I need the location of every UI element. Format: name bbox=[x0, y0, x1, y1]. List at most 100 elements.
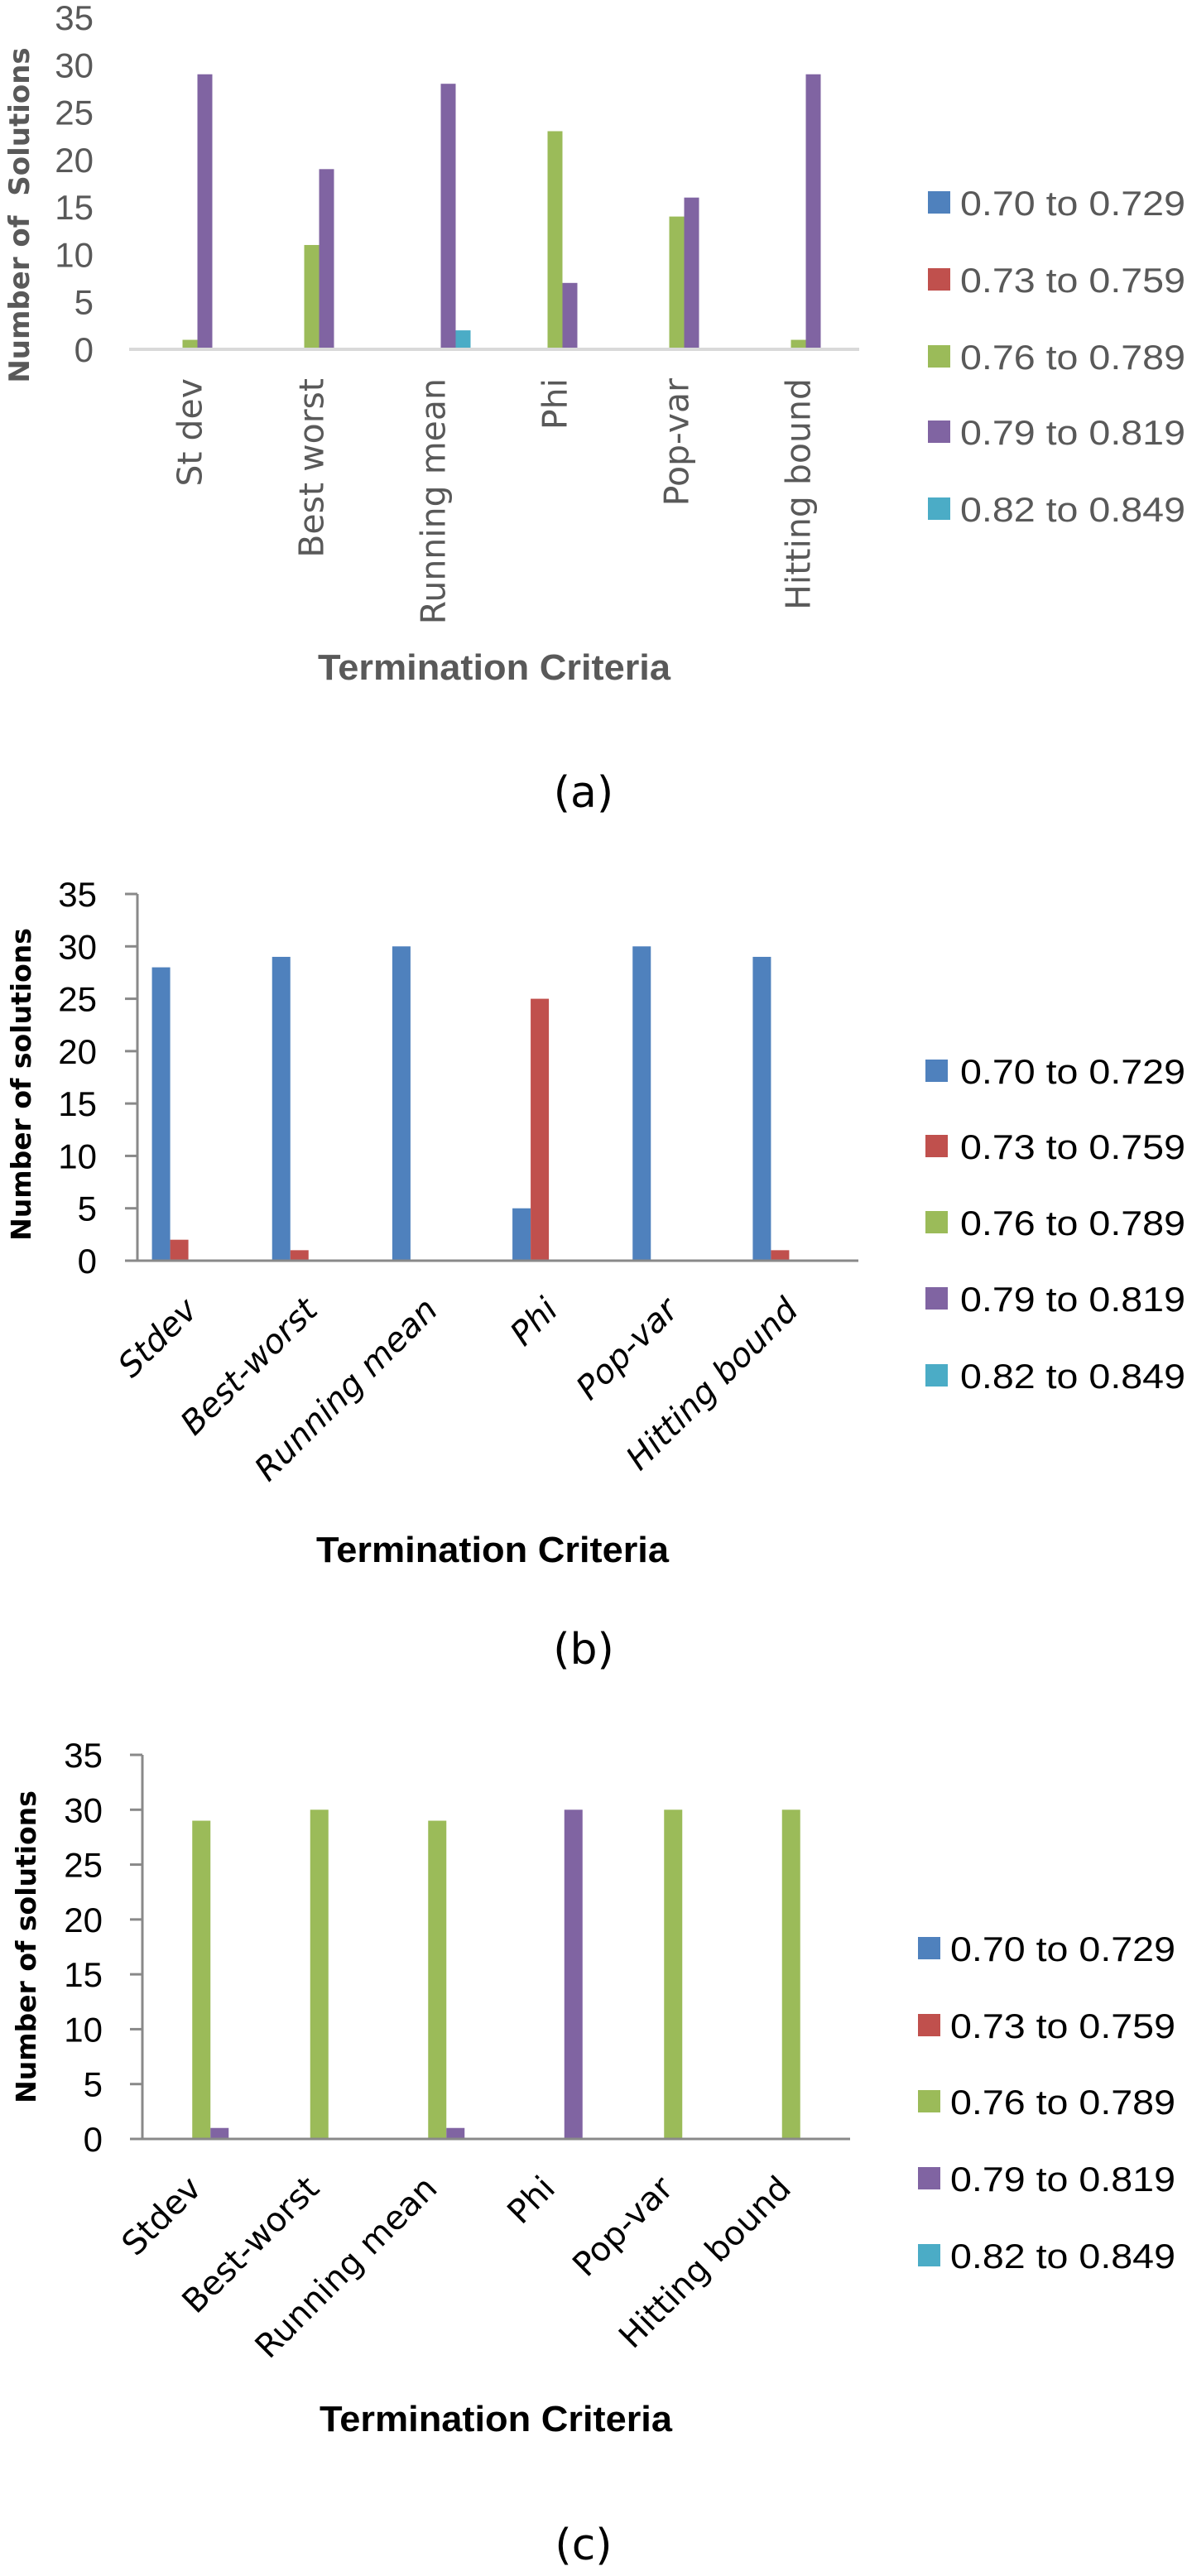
panel-label: (b) bbox=[553, 1625, 614, 1675]
legend-swatch bbox=[918, 2167, 940, 2189]
y-tick-label: 30 bbox=[58, 927, 97, 966]
x-tick-label: Phi bbox=[500, 2170, 562, 2232]
legend-swatch bbox=[925, 1211, 948, 1233]
bar-st-dev-series-3 bbox=[197, 74, 213, 349]
x-axis-title: Termination Criteria bbox=[318, 647, 671, 688]
y-tick-label: 10 bbox=[58, 1137, 97, 1175]
legend-label: 0.76 to 0.789 bbox=[960, 1204, 1185, 1242]
bar-pop-var-series-3 bbox=[684, 197, 699, 349]
y-tick-label: 35 bbox=[64, 1736, 103, 1775]
x-tick-label: Hitting bound bbox=[779, 378, 819, 610]
bar-best-worst-series-3 bbox=[319, 169, 334, 349]
bar-phi-series-3 bbox=[562, 282, 578, 349]
legend-label: 0.82 to 0.849 bbox=[960, 490, 1185, 529]
x-tick-label: Pop-var bbox=[657, 378, 697, 506]
x-tick-label: Stdev bbox=[111, 1290, 206, 1386]
bar-running-mean-series-3 bbox=[446, 2127, 465, 2139]
chart-a: 0 5 10 15 20 25 30 35 St dev Best worst Running me… bbox=[3, 0, 1185, 688]
bar-best-worst-series-0 bbox=[272, 956, 291, 1261]
bar-phi-series-3 bbox=[564, 1809, 583, 2139]
legend-label: 0.73 to 0.759 bbox=[960, 261, 1185, 300]
y-tick-label: 15 bbox=[58, 1084, 97, 1123]
y-tick-label: 30 bbox=[55, 46, 94, 84]
y-tick-label: 25 bbox=[55, 94, 94, 132]
y-tick-label: 20 bbox=[55, 141, 94, 180]
bar-stdev-series-1 bbox=[170, 1239, 189, 1261]
bar-hitting-bound-series-2 bbox=[791, 339, 806, 349]
x-tick-label: Stdev bbox=[115, 2170, 209, 2264]
legend-swatch bbox=[918, 1937, 940, 1959]
y-tick-label: 0 bbox=[74, 330, 94, 369]
y-tick-label: 0 bbox=[84, 2120, 103, 2159]
y-tick-label: 10 bbox=[64, 2010, 103, 2049]
x-tick-label: Best worst bbox=[292, 378, 332, 558]
bar-stdev-series-3 bbox=[210, 2127, 229, 2139]
y-tick-label: 35 bbox=[58, 875, 97, 914]
legend-label: 0.79 to 0.819 bbox=[960, 1280, 1185, 1319]
legend-swatch bbox=[918, 2014, 940, 2036]
bar-stdev-series-0 bbox=[151, 967, 171, 1261]
legend-swatch bbox=[928, 497, 950, 520]
y-tick-label: 5 bbox=[78, 1189, 97, 1228]
bar-phi-series-0 bbox=[512, 1208, 531, 1261]
x-tick-label: St dev bbox=[171, 378, 210, 487]
y-tick-label: 10 bbox=[55, 235, 94, 274]
panel-label: (a) bbox=[554, 768, 613, 818]
bar-best-worst-series-1 bbox=[290, 1250, 309, 1261]
bar-pop-var-series-2 bbox=[664, 1809, 683, 2139]
y-tick-label: 25 bbox=[64, 1846, 103, 1885]
bar-phi-series-1 bbox=[531, 998, 550, 1261]
legend-swatch bbox=[928, 421, 950, 443]
y-axis-title: Number of solutions bbox=[10, 1790, 42, 2103]
bar-hitting-bound-series-2 bbox=[781, 1809, 800, 2139]
x-tick-label: Pop-var bbox=[569, 1290, 688, 1408]
y-tick-label: 30 bbox=[64, 1790, 103, 1829]
bar-pop-var-series-0 bbox=[632, 946, 651, 1261]
x-axis-title: Termination Criteria bbox=[316, 1530, 670, 1570]
legend-swatch bbox=[928, 268, 950, 291]
y-axis-title: Number of Solutions bbox=[3, 47, 36, 382]
bar-pop-var-series-2 bbox=[669, 216, 685, 349]
legend-label: 0.79 to 0.819 bbox=[950, 2160, 1175, 2199]
legend-label: 0.73 to 0.759 bbox=[950, 2006, 1175, 2045]
bar-running-mean-series-4 bbox=[455, 330, 471, 349]
x-tick-label: Running mean bbox=[414, 378, 454, 624]
y-tick-label: 25 bbox=[58, 980, 97, 1019]
bar-phi-series-2 bbox=[547, 131, 563, 349]
bar-hitting-bound-series-0 bbox=[752, 956, 771, 1261]
bar-best-worst-series-2 bbox=[310, 1809, 329, 2139]
bar-running-mean-series-2 bbox=[428, 1820, 447, 2139]
y-axis-title: Number of solutions bbox=[5, 928, 37, 1241]
legend-label: 0.82 to 0.849 bbox=[950, 2237, 1175, 2276]
x-tick-label: Phi bbox=[503, 1291, 565, 1353]
x-axis-title: Termination Criteria bbox=[320, 2399, 673, 2439]
panel-label: (c) bbox=[555, 2521, 612, 2570]
bar-stdev-series-2 bbox=[192, 1820, 211, 2139]
bar-hitting-bound-series-3 bbox=[805, 74, 821, 349]
bar-st-dev-series-2 bbox=[182, 339, 198, 349]
y-tick-label: 20 bbox=[58, 1032, 97, 1071]
legend-label: 0.70 to 0.729 bbox=[950, 1930, 1175, 1968]
bar-hitting-bound-series-1 bbox=[771, 1250, 790, 1261]
legend-swatch bbox=[928, 345, 950, 368]
y-tick-label: 5 bbox=[84, 2065, 103, 2104]
legend-swatch bbox=[925, 1287, 948, 1310]
y-tick-label: 35 bbox=[55, 0, 94, 37]
legend-swatch bbox=[928, 191, 950, 214]
legend-swatch bbox=[925, 1060, 948, 1082]
legend-label: 0.70 to 0.729 bbox=[960, 1052, 1185, 1091]
x-tick-label: Phi bbox=[536, 378, 575, 430]
legend-swatch bbox=[918, 2244, 940, 2266]
x-tick-label: Pop-var bbox=[565, 2169, 680, 2284]
legend-label: 0.70 to 0.729 bbox=[960, 184, 1185, 223]
legend-swatch bbox=[925, 1135, 948, 1157]
bar-running-mean-series-0 bbox=[392, 946, 411, 1261]
bar-best-worst-series-2 bbox=[304, 244, 320, 349]
y-tick-label: 15 bbox=[55, 188, 94, 227]
legend-swatch bbox=[918, 2090, 940, 2112]
legend-label: 0.76 to 0.789 bbox=[960, 338, 1185, 377]
legend-label: 0.79 to 0.819 bbox=[960, 413, 1185, 452]
